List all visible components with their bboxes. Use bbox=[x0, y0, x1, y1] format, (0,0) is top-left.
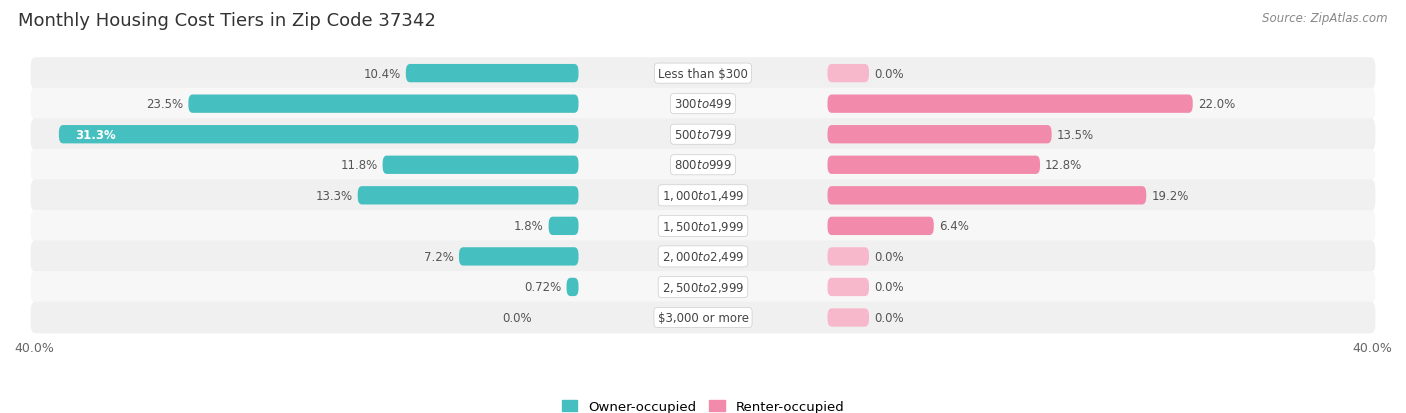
FancyBboxPatch shape bbox=[31, 119, 1375, 151]
FancyBboxPatch shape bbox=[828, 65, 869, 83]
Text: 0.72%: 0.72% bbox=[524, 281, 561, 294]
Text: 12.8%: 12.8% bbox=[1045, 159, 1083, 172]
FancyBboxPatch shape bbox=[31, 180, 1375, 212]
FancyBboxPatch shape bbox=[828, 278, 869, 297]
FancyBboxPatch shape bbox=[567, 278, 578, 297]
Text: 31.3%: 31.3% bbox=[76, 128, 117, 141]
Text: $1,000 to $1,499: $1,000 to $1,499 bbox=[662, 189, 744, 203]
FancyBboxPatch shape bbox=[548, 217, 578, 235]
Text: 0.0%: 0.0% bbox=[875, 250, 904, 263]
Text: Less than $300: Less than $300 bbox=[658, 67, 748, 81]
Text: 0.0%: 0.0% bbox=[875, 281, 904, 294]
FancyBboxPatch shape bbox=[828, 126, 1052, 144]
Legend: Owner-occupied, Renter-occupied: Owner-occupied, Renter-occupied bbox=[561, 400, 845, 413]
Text: 11.8%: 11.8% bbox=[340, 159, 378, 172]
FancyBboxPatch shape bbox=[828, 248, 869, 266]
FancyBboxPatch shape bbox=[828, 95, 1192, 114]
FancyBboxPatch shape bbox=[357, 187, 578, 205]
Text: 7.2%: 7.2% bbox=[425, 250, 454, 263]
FancyBboxPatch shape bbox=[406, 65, 578, 83]
FancyBboxPatch shape bbox=[59, 126, 578, 144]
Text: $800 to $999: $800 to $999 bbox=[673, 159, 733, 172]
FancyBboxPatch shape bbox=[31, 150, 1375, 181]
Text: 0.0%: 0.0% bbox=[502, 311, 531, 324]
FancyBboxPatch shape bbox=[828, 309, 869, 327]
FancyBboxPatch shape bbox=[828, 156, 1040, 175]
FancyBboxPatch shape bbox=[31, 302, 1375, 334]
Text: 40.0%: 40.0% bbox=[1353, 341, 1392, 354]
Text: 0.0%: 0.0% bbox=[875, 311, 904, 324]
Text: 1.8%: 1.8% bbox=[513, 220, 544, 233]
Text: 0.0%: 0.0% bbox=[875, 67, 904, 81]
Text: $300 to $499: $300 to $499 bbox=[673, 98, 733, 111]
FancyBboxPatch shape bbox=[382, 156, 578, 175]
Text: 6.4%: 6.4% bbox=[939, 220, 969, 233]
Text: 19.2%: 19.2% bbox=[1152, 189, 1188, 202]
Text: 10.4%: 10.4% bbox=[364, 67, 401, 81]
FancyBboxPatch shape bbox=[31, 58, 1375, 90]
Text: 22.0%: 22.0% bbox=[1198, 98, 1234, 111]
Text: Source: ZipAtlas.com: Source: ZipAtlas.com bbox=[1263, 12, 1388, 25]
FancyBboxPatch shape bbox=[31, 211, 1375, 242]
Text: 40.0%: 40.0% bbox=[14, 341, 53, 354]
Text: $1,500 to $1,999: $1,500 to $1,999 bbox=[662, 219, 744, 233]
FancyBboxPatch shape bbox=[188, 95, 578, 114]
FancyBboxPatch shape bbox=[31, 241, 1375, 273]
Text: Monthly Housing Cost Tiers in Zip Code 37342: Monthly Housing Cost Tiers in Zip Code 3… bbox=[18, 12, 436, 30]
FancyBboxPatch shape bbox=[828, 187, 1146, 205]
Text: $2,500 to $2,999: $2,500 to $2,999 bbox=[662, 280, 744, 294]
FancyBboxPatch shape bbox=[31, 88, 1375, 120]
Text: $2,000 to $2,499: $2,000 to $2,499 bbox=[662, 250, 744, 264]
Text: $3,000 or more: $3,000 or more bbox=[658, 311, 748, 324]
Text: 13.3%: 13.3% bbox=[315, 189, 353, 202]
Text: 13.5%: 13.5% bbox=[1056, 128, 1094, 141]
FancyBboxPatch shape bbox=[458, 248, 578, 266]
FancyBboxPatch shape bbox=[31, 271, 1375, 303]
FancyBboxPatch shape bbox=[828, 217, 934, 235]
Text: 23.5%: 23.5% bbox=[146, 98, 183, 111]
Text: $500 to $799: $500 to $799 bbox=[673, 128, 733, 141]
